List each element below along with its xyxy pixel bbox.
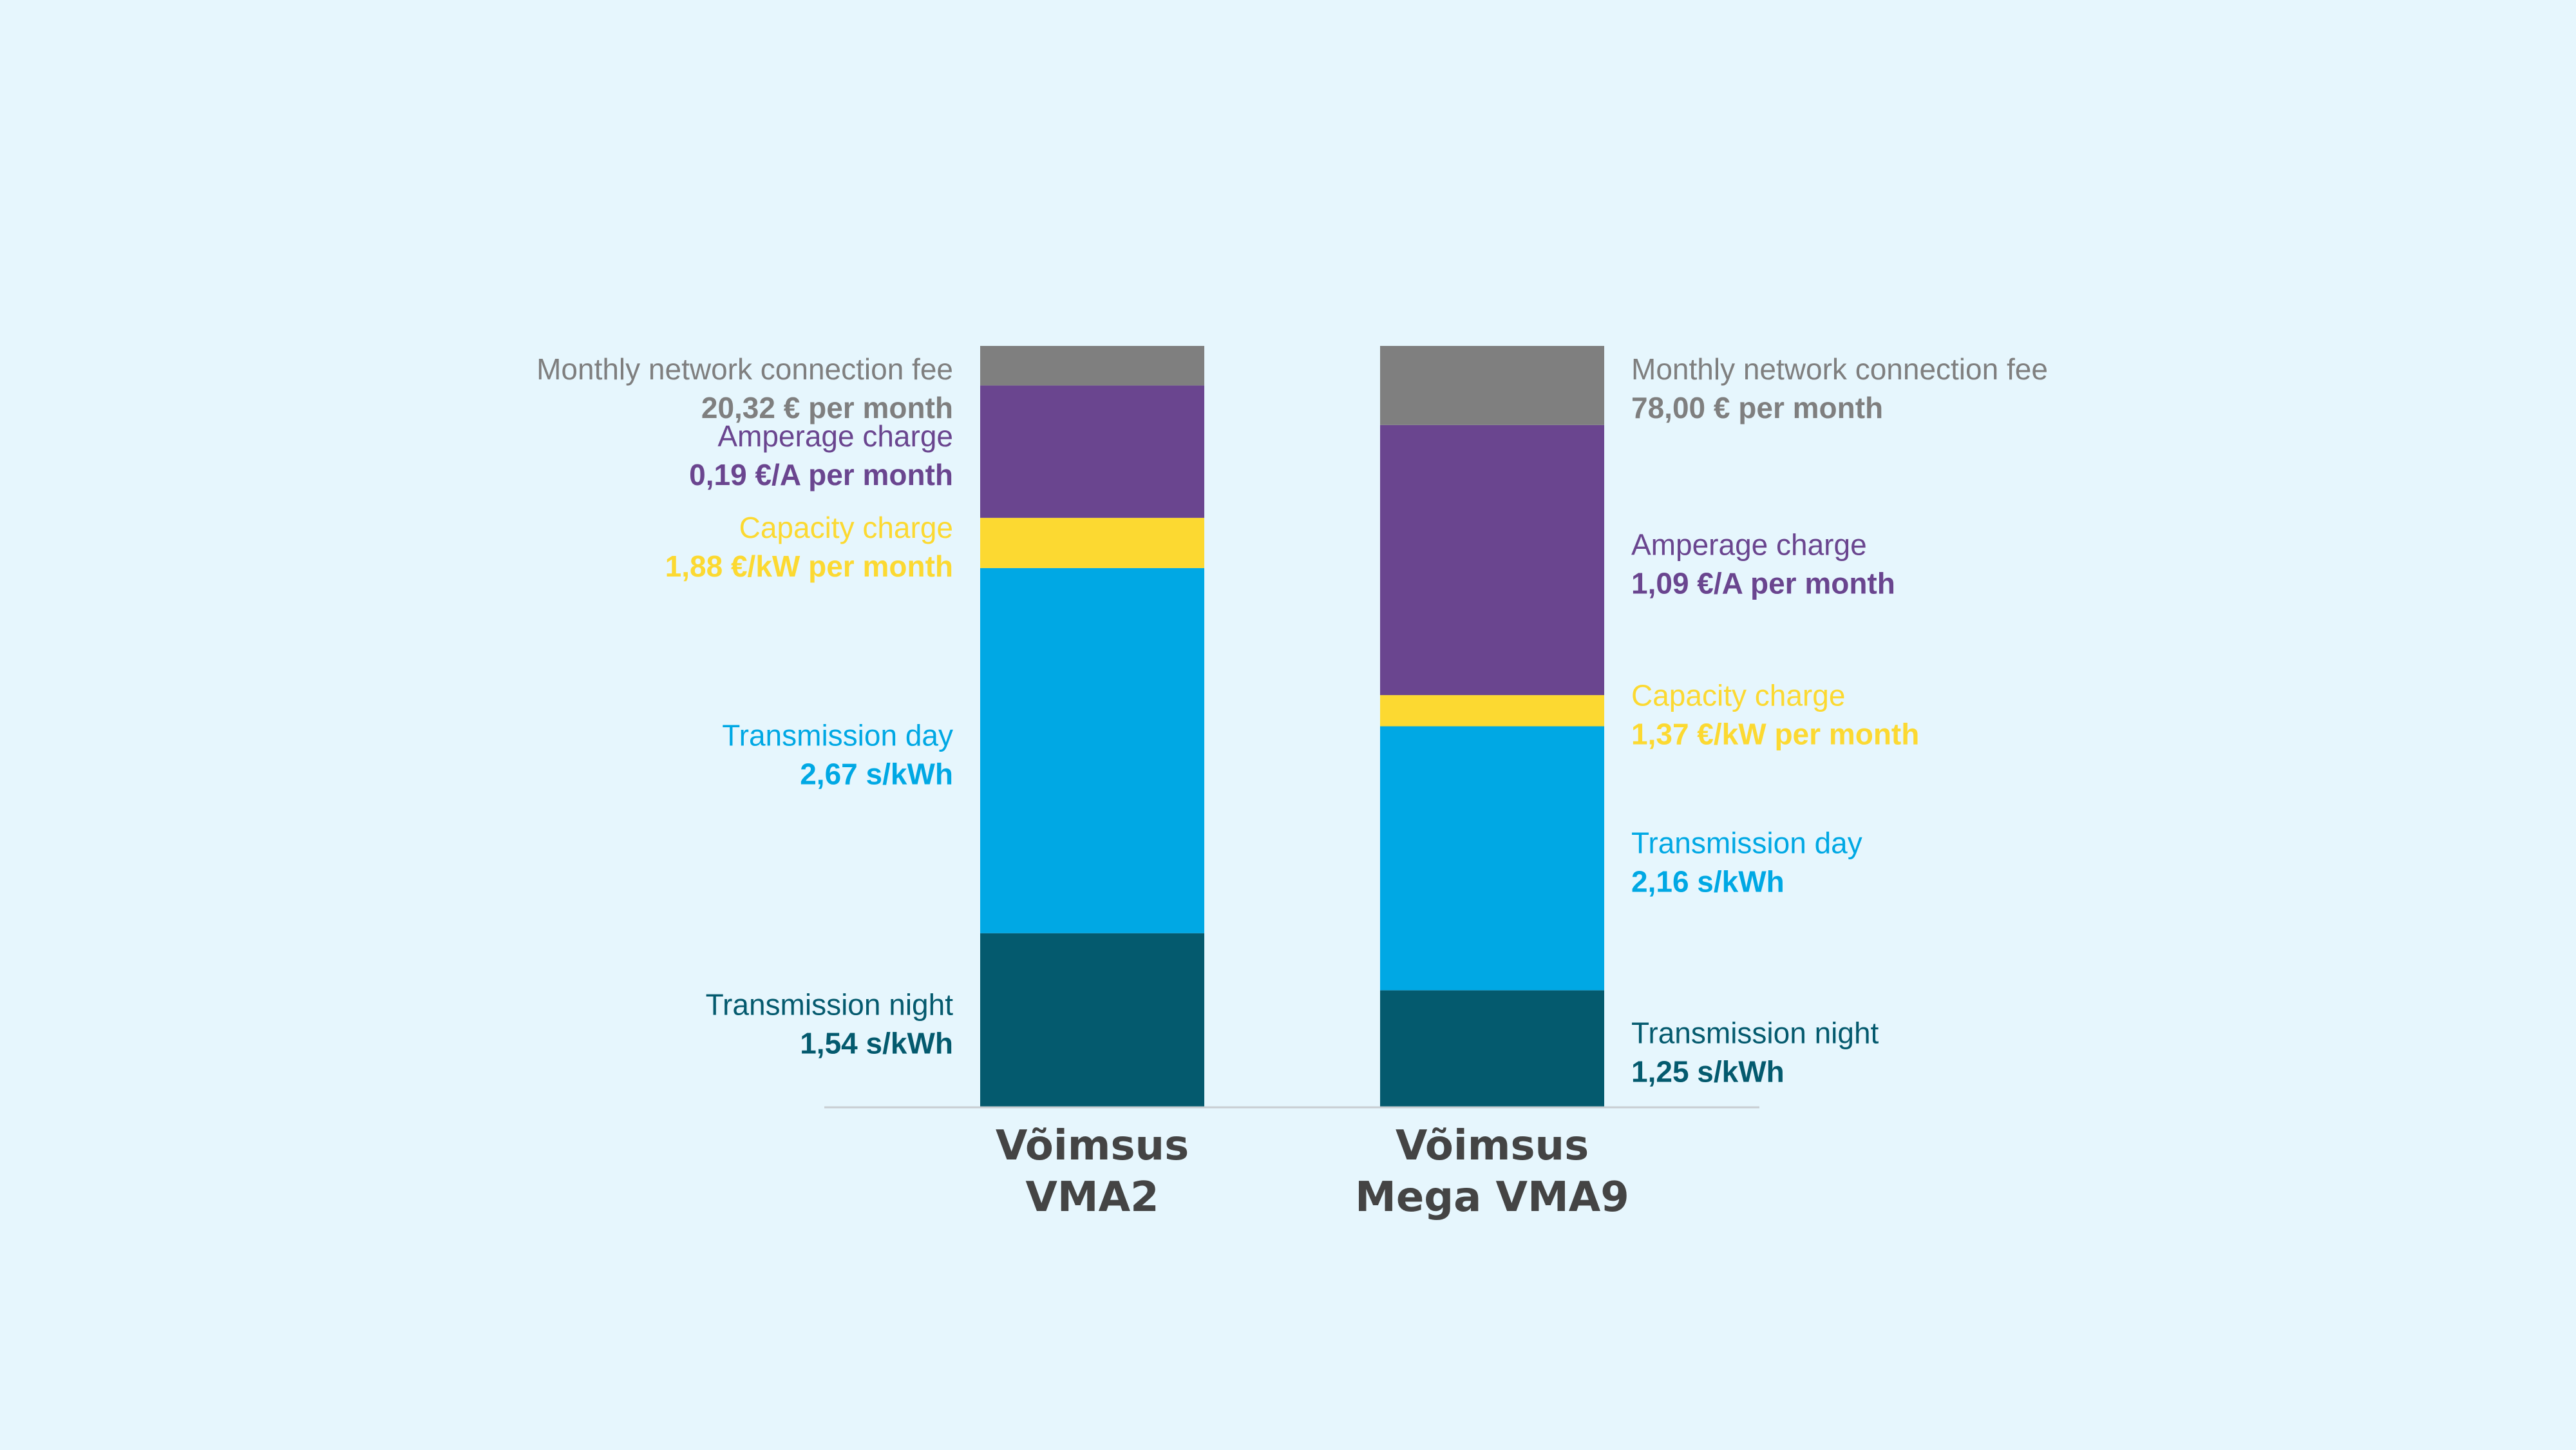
bar-segment-monthly-2: [1380, 346, 1604, 425]
bar-segment-capacity-1: [980, 517, 1204, 568]
segment-value-capacity-1: 1,88 €/kW per month: [665, 549, 953, 583]
segment-name-capacity-2: Capacity charge: [1631, 678, 1845, 712]
category-label-line1-2: Võimsus: [1396, 1122, 1589, 1170]
bar-segment-night-2: [1380, 990, 1604, 1107]
category-label-line2-1: VMA2: [1025, 1174, 1159, 1221]
bar-segment-capacity-2: [1380, 695, 1604, 727]
segment-name-night-1: Transmission night: [706, 987, 954, 1021]
segment-value-day-1: 2,67 s/kWh: [800, 757, 953, 790]
segment-name-day-2: Transmission day: [1631, 826, 1862, 859]
segment-name-monthly-2: Monthly network connection fee: [1631, 352, 2048, 386]
segment-value-capacity-2: 1,37 €/kW per month: [1631, 717, 1919, 750]
bar-segment-day-1: [980, 568, 1204, 933]
segment-value-night-2: 1,25 s/kWh: [1631, 1055, 1785, 1089]
bar-segment-amperage-2: [1380, 425, 1604, 696]
bars-group: [980, 346, 1604, 1107]
segment-value-monthly-2: 78,00 € per month: [1631, 391, 1883, 425]
bar-segment-monthly-1: [980, 346, 1204, 386]
category-label-line2-2: Mega VMA9: [1355, 1174, 1629, 1221]
segment-value-night-1: 1,54 s/kWh: [800, 1026, 953, 1060]
segment-name-night-2: Transmission night: [1631, 1016, 1879, 1050]
segment-value-amperage-2: 1,09 €/A per month: [1631, 566, 1895, 600]
bar-segment-amperage-1: [980, 385, 1204, 518]
bar-segment-day-2: [1380, 726, 1604, 991]
segment-name-capacity-1: Capacity charge: [739, 511, 953, 544]
segment-value-monthly-1: 20,32 € per month: [701, 391, 953, 425]
segment-name-day-1: Transmission day: [722, 718, 953, 752]
category-label-line1-1: Võimsus: [996, 1122, 1189, 1170]
segment-value-day-2: 2,16 s/kWh: [1631, 864, 1785, 898]
segment-labels-group: Transmission night 1,54 s/kWh Transmission…: [536, 352, 2048, 1089]
segment-name-amperage-2: Amperage charge: [1631, 528, 1867, 561]
segment-name-monthly-1: Monthly network connection fee: [536, 352, 953, 386]
segment-name-amperage-1: Amperage charge: [717, 419, 953, 453]
bar-segment-night-1: [980, 933, 1204, 1107]
segment-value-amperage-1: 0,19 €/A per month: [689, 458, 953, 491]
